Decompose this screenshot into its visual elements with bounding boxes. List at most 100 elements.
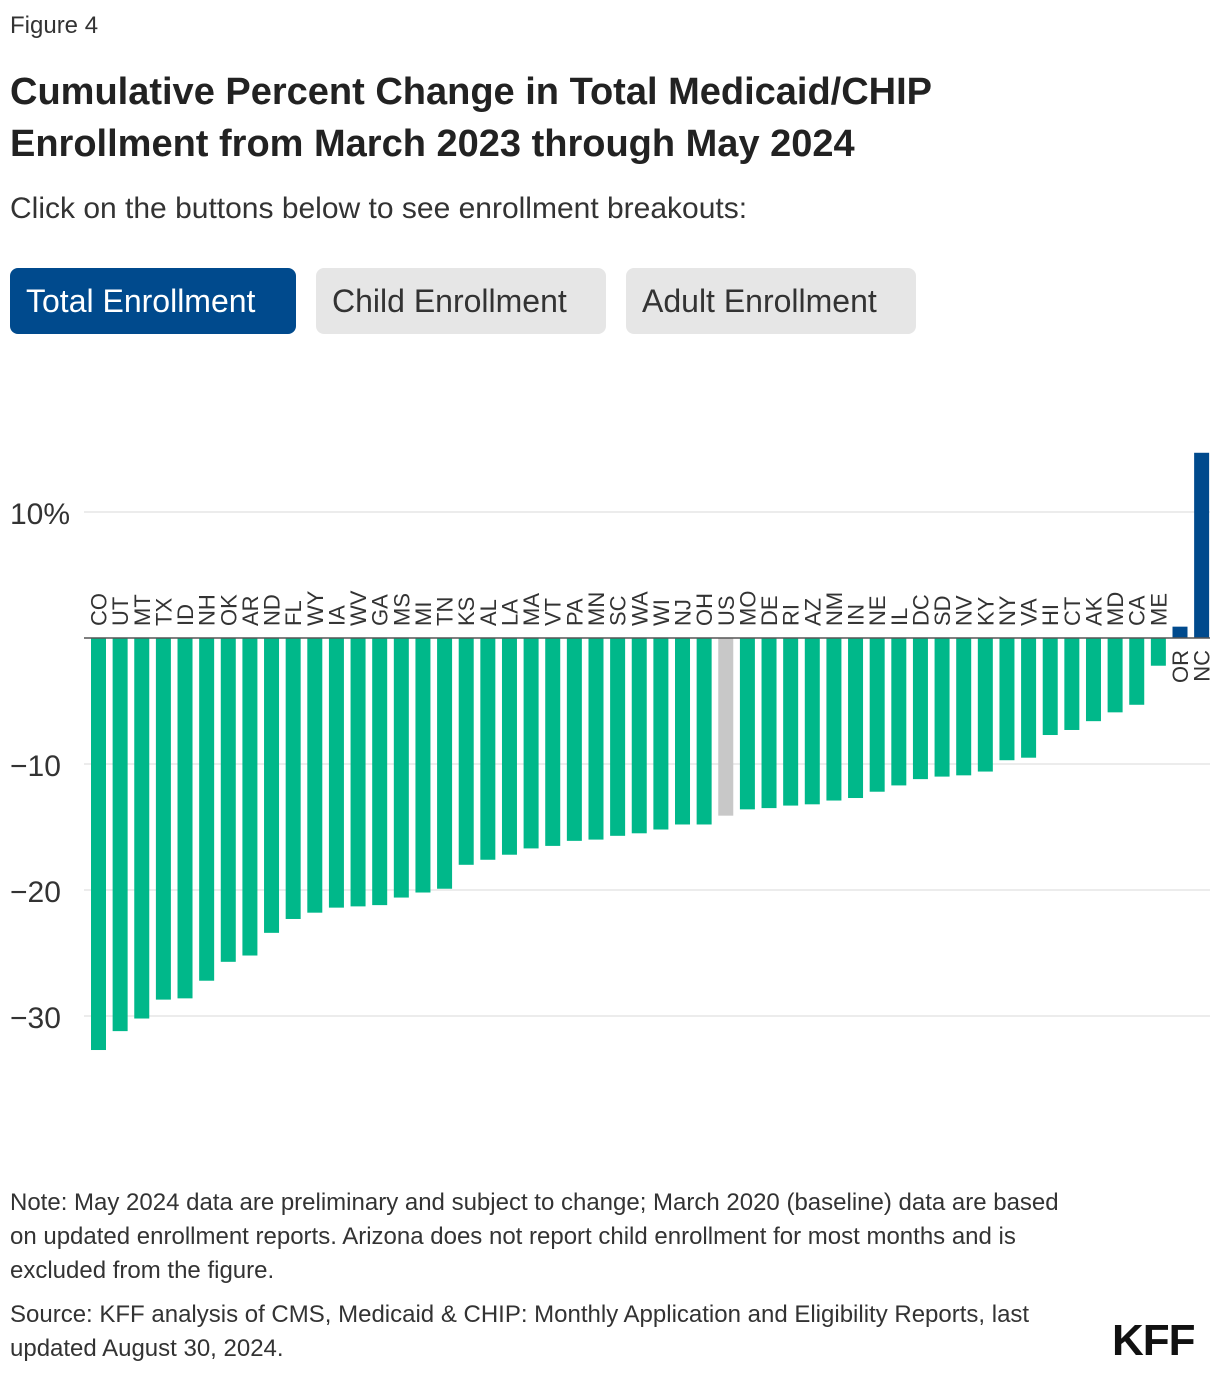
bar-nj [675, 638, 691, 825]
category-label: WA [627, 591, 652, 626]
chart-subtitle: Click on the buttons below to see enroll… [10, 192, 748, 225]
category-label: GA [368, 594, 393, 626]
category-label: NM [822, 592, 847, 626]
category-label: AR [238, 595, 263, 626]
category-label: CT [1060, 597, 1085, 626]
breakout-button-group: Total Enrollment Child Enrollment Adult … [10, 268, 916, 334]
bar-tn [437, 638, 453, 889]
y-tick-label: −30 [10, 1002, 61, 1035]
bar-or [1172, 626, 1188, 638]
bar-mt [134, 638, 150, 1019]
adult-enrollment-button[interactable]: Adult Enrollment [626, 268, 916, 334]
category-label: CA [1125, 595, 1150, 626]
bar-us [718, 638, 734, 816]
category-label: VA [1017, 598, 1042, 626]
category-label: MT [130, 594, 155, 626]
bar-ak [1085, 638, 1101, 722]
category-label: MI [411, 602, 436, 626]
category-label: IN [844, 604, 869, 626]
category-label: KS [454, 597, 479, 626]
bar-al [480, 638, 496, 860]
y-tick-label: −10 [10, 750, 61, 783]
bar-wa [631, 638, 647, 834]
bar-mo [739, 638, 755, 810]
bar-wi [653, 638, 669, 830]
category-label: SC [606, 595, 631, 626]
category-label: FL [281, 600, 306, 626]
bar-fl [285, 638, 301, 919]
category-label: ID [173, 604, 198, 626]
category-label: DE [757, 595, 782, 626]
category-label: UT [108, 597, 133, 626]
bar-co [91, 638, 106, 1051]
category-label: OK [216, 594, 241, 626]
category-label: NV [952, 595, 977, 626]
chart-note: Note: May 2024 data are preliminary and … [10, 1189, 1059, 1284]
total-enrollment-button[interactable]: Total Enrollment [10, 268, 296, 334]
category-label: IL [887, 608, 912, 626]
category-label: TN [433, 597, 458, 626]
bar-in [848, 638, 864, 799]
category-label: AL [476, 599, 501, 626]
bar-sc [610, 638, 626, 836]
category-label: NJ [671, 599, 696, 626]
category-label: WV [346, 590, 371, 626]
category-label: MD [1103, 592, 1128, 626]
category-label: MO [735, 591, 760, 626]
category-label: ND [260, 594, 285, 626]
bar-nd [264, 638, 280, 933]
bar-ma [523, 638, 539, 849]
bar-ok [220, 638, 236, 962]
bar-ca [1129, 638, 1145, 705]
category-label: AZ [800, 598, 825, 626]
bar-mi [415, 638, 431, 893]
category-label: US [714, 595, 739, 626]
category-label: OH [692, 593, 717, 626]
bar-wv [350, 638, 366, 907]
bar-nv [956, 638, 972, 776]
bar-mn [588, 638, 604, 840]
bar-tx [155, 638, 171, 1000]
bar-ri [783, 638, 799, 806]
bar-ne [869, 638, 885, 792]
category-label: CO [87, 593, 112, 626]
bar-ut [112, 638, 128, 1032]
bar-hi [1042, 638, 1058, 736]
kff-logo: KFF [1112, 1316, 1196, 1365]
category-label: PA [562, 598, 587, 626]
category-label: SD [930, 595, 955, 626]
bar-md [1107, 638, 1123, 713]
category-label: WY [303, 590, 328, 626]
category-label: NC [1190, 650, 1215, 682]
bar-ct [1064, 638, 1080, 730]
child-enrollment-button[interactable]: Child Enrollment [316, 268, 606, 334]
bar-nc [1194, 452, 1210, 638]
figure-label: Figure 4 [10, 12, 99, 39]
bar-sd [934, 638, 950, 777]
category-label: TX [151, 598, 176, 626]
bar-ny [999, 638, 1015, 761]
bar-me [1150, 638, 1166, 666]
category-label: RI [779, 604, 804, 626]
bar-nh [199, 638, 215, 981]
y-tick-label: 10% [10, 498, 70, 531]
bar-va [1021, 638, 1037, 758]
bar-ky [977, 638, 993, 772]
bar-ia [328, 638, 344, 908]
category-label: NE [865, 595, 890, 626]
enrollment-bar-chart: 10% −10 −20 −30 COUTMTTXIDNHOKARNDFLWYIAWVGA… [10, 452, 1215, 1051]
bar-ms [393, 638, 409, 898]
bar-dc [912, 638, 928, 780]
category-label: LA [497, 599, 522, 626]
y-tick-label: −20 [10, 876, 61, 909]
bar-vt [545, 638, 561, 846]
category-label: MS [389, 593, 414, 626]
category-label: WI [649, 599, 674, 626]
category-label: NH [195, 594, 220, 626]
bar-oh [696, 638, 712, 825]
category-label: VT [541, 598, 566, 626]
bar-az [804, 638, 820, 805]
category-label: DC [908, 594, 933, 626]
category-label: KY [973, 596, 998, 626]
bar-ga [372, 638, 388, 906]
